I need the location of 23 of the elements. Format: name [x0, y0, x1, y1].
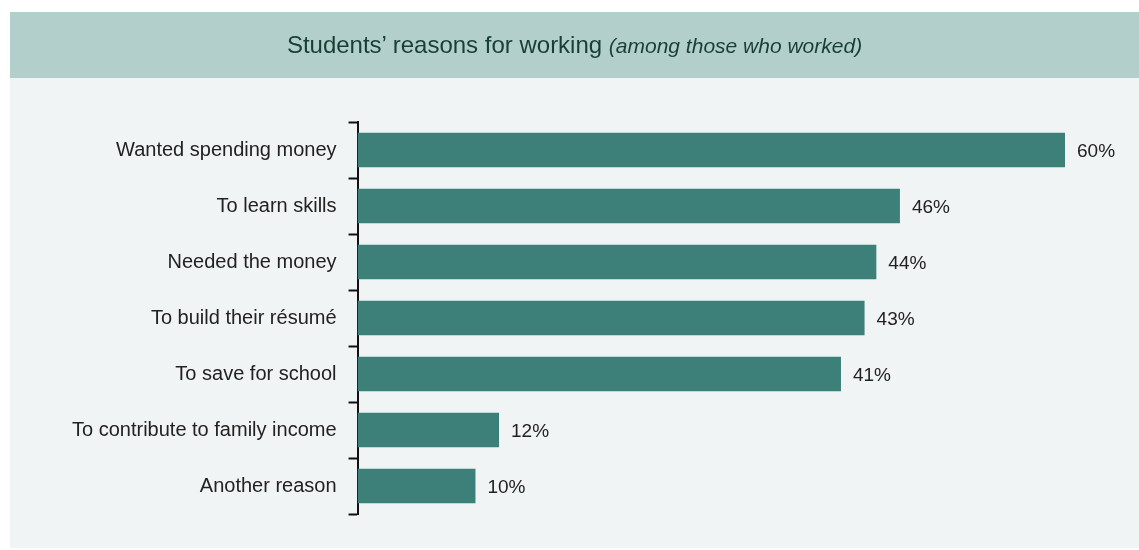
y-tick-label: To save for school [175, 361, 337, 384]
data-label: 46% [911, 196, 951, 218]
y-tick-label: To learn skills [216, 193, 337, 216]
data-label: 43% [876, 308, 915, 330]
chart-title: Students’ reasons for working [286, 31, 603, 58]
bar [357, 468, 476, 504]
data-label: 12% [511, 420, 550, 442]
chart-subtitle: (among those who worked) [608, 34, 863, 57]
data-label: 41% [852, 364, 892, 386]
data-label: 10% [487, 476, 526, 498]
bar [357, 300, 865, 336]
bar [357, 132, 1065, 168]
y-tick-label: Another reason [199, 473, 337, 496]
data-label: 60% [1077, 140, 1116, 162]
y-tick-label: Wanted spending money [116, 137, 337, 160]
bar [357, 244, 877, 280]
bar [357, 188, 900, 224]
y-tick-label: Needed the money [167, 249, 337, 272]
y-tick-label: To contribute to family income [72, 417, 337, 440]
y-tick-label: To build their résumé [150, 305, 337, 328]
bar [357, 412, 500, 448]
bar [357, 356, 841, 392]
data-label: 44% [888, 252, 927, 274]
